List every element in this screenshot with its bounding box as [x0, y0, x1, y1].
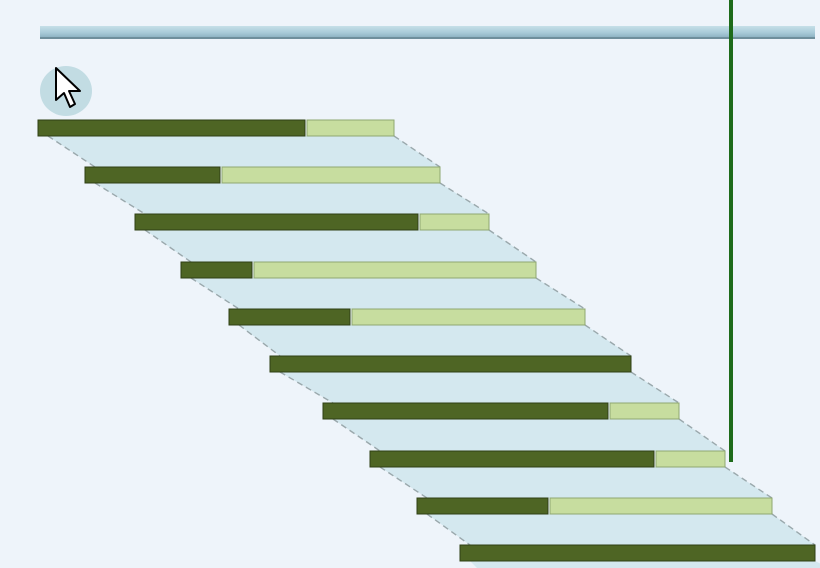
task-completed-segment[interactable]: [84, 166, 221, 184]
task-bar[interactable]: [180, 261, 537, 279]
task-completed-segment[interactable]: [134, 213, 419, 231]
task-bar[interactable]: [369, 450, 726, 468]
task-link-edge: [426, 513, 471, 546]
task-link-band: [239, 325, 631, 356]
task-link-band: [380, 467, 772, 498]
task-bar[interactable]: [228, 308, 586, 326]
task-bar[interactable]: [84, 166, 441, 184]
task-completed-segment[interactable]: [269, 355, 632, 373]
task-remaining-segment[interactable]: [221, 166, 441, 184]
task-bar[interactable]: [459, 544, 816, 562]
task-link-edge: [279, 371, 334, 404]
task-bar[interactable]: [416, 497, 773, 515]
task-bar[interactable]: [134, 213, 490, 231]
task-remaining-segment[interactable]: [306, 119, 395, 137]
task-remaining-segment[interactable]: [655, 450, 726, 468]
task-completed-segment[interactable]: [459, 544, 816, 562]
task-bar[interactable]: [322, 402, 680, 420]
task-link-band: [48, 136, 440, 167]
task-completed-segment[interactable]: [416, 497, 549, 515]
pointer-arrow-icon: [55, 67, 81, 108]
task-completed-segment[interactable]: [180, 261, 253, 279]
task-link-edge: [771, 513, 816, 546]
task-remaining-segment[interactable]: [549, 497, 773, 515]
task-link-band: [333, 419, 725, 451]
task-link-edge: [238, 324, 281, 357]
task-link-band: [95, 183, 489, 214]
task-bar[interactable]: [269, 355, 632, 373]
today-line: [729, 0, 733, 462]
task-completed-segment[interactable]: [369, 450, 655, 468]
task-completed-segment[interactable]: [322, 402, 609, 420]
task-link-band: [427, 514, 815, 545]
task-completed-segment[interactable]: [228, 308, 351, 326]
task-link-band: [145, 230, 536, 262]
task-link-band: [191, 278, 585, 309]
task-remaining-segment[interactable]: [419, 213, 490, 231]
task-remaining-segment[interactable]: [351, 308, 586, 326]
task-bar[interactable]: [37, 119, 395, 137]
summary-task-bar[interactable]: [40, 26, 815, 39]
task-link-band: [280, 372, 679, 403]
task-link-band: [470, 561, 820, 568]
task-remaining-segment[interactable]: [609, 402, 680, 420]
task-remaining-segment[interactable]: [253, 261, 537, 279]
task-completed-segment[interactable]: [37, 119, 306, 137]
